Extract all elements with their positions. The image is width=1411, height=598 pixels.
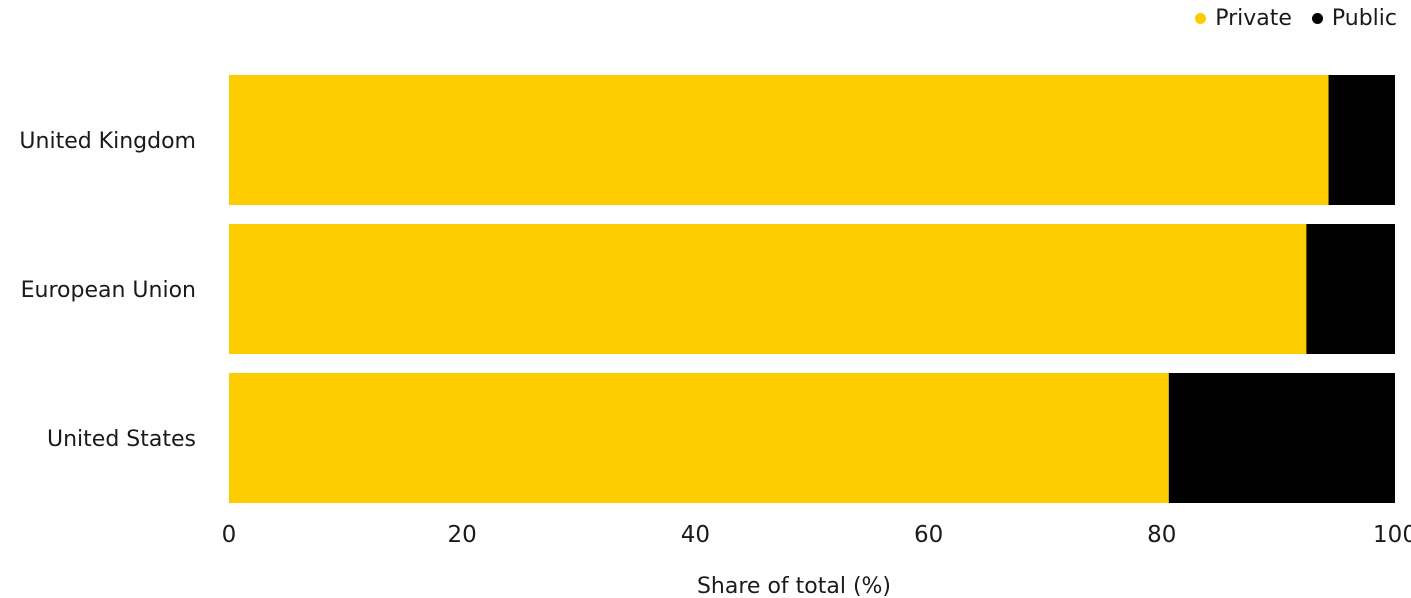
legend-dot-private-icon <box>1195 13 1207 24</box>
category-label-european-union: European Union <box>21 278 196 303</box>
bar-european-union-public <box>1306 224 1395 354</box>
x-tick-label-40: 40 <box>681 522 710 548</box>
x-axis-title: Share of total (%) <box>697 574 891 598</box>
x-tick-label-100: 100 <box>1373 522 1411 548</box>
bar-united-kingdom-private <box>229 75 1329 205</box>
chart-legend: Private Public <box>1195 6 1397 31</box>
bar-united-states-public <box>1168 373 1395 503</box>
legend-label-private: Private <box>1215 6 1292 31</box>
x-tick-label-20: 20 <box>448 522 477 548</box>
category-label-united-states: United States <box>47 427 196 452</box>
x-tick-label-80: 80 <box>1147 522 1176 548</box>
x-tick-label-0: 0 <box>222 522 237 548</box>
legend-item-public: Public <box>1311 6 1397 31</box>
category-label-united-kingdom: United Kingdom <box>19 129 196 154</box>
legend-dot-public-icon <box>1311 13 1323 24</box>
bar-united-kingdom-public <box>1328 75 1395 205</box>
legend-label-public: Public <box>1331 6 1397 31</box>
bar-european-union-private <box>229 224 1307 354</box>
bar-united-states-private <box>229 373 1169 503</box>
x-tick-label-60: 60 <box>914 522 943 548</box>
legend-item-private: Private <box>1195 6 1292 31</box>
